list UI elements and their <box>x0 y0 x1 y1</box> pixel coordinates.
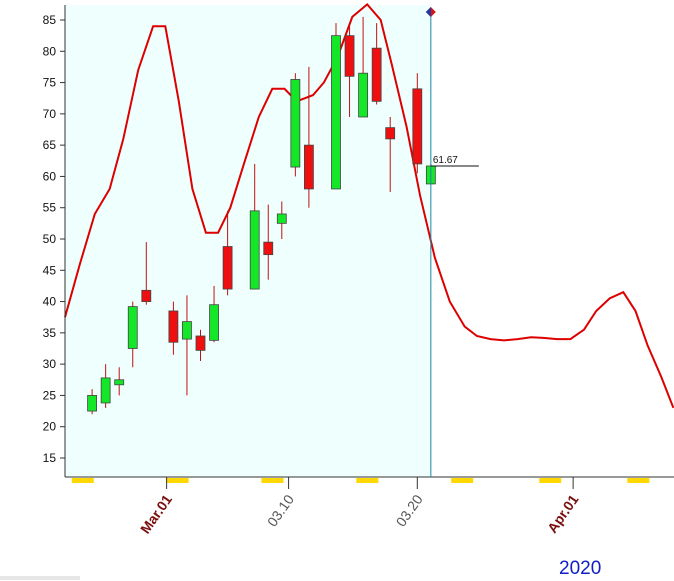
candlestick <box>182 295 192 396</box>
candlestick <box>358 16 369 118</box>
weekend-marker <box>539 478 562 483</box>
last-price-label: 61.67 <box>433 155 458 166</box>
y-tick-label: 40 <box>43 295 57 309</box>
candle-body-down <box>141 289 152 302</box>
candle-body-up <box>358 72 369 118</box>
candle-body-down <box>303 144 314 190</box>
cursor-marker-diamond-left <box>425 7 431 17</box>
plot-background-right <box>430 5 674 477</box>
candle-body-up <box>127 306 138 349</box>
candlestick <box>195 329 206 362</box>
candlestick <box>100 364 111 408</box>
weekend-marker <box>451 478 474 483</box>
candlestick <box>276 201 287 239</box>
candlestick <box>412 73 423 174</box>
candle-body-up <box>290 79 301 168</box>
candle-body-down <box>385 127 396 140</box>
y-tick-label: 60 <box>43 169 57 183</box>
candlestick <box>209 285 219 343</box>
weekend-marker <box>356 478 379 483</box>
candlestick <box>371 23 382 105</box>
y-tick-label: 85 <box>43 13 57 27</box>
candlestick <box>263 204 274 280</box>
candlestick <box>127 301 138 368</box>
y-tick-label: 55 <box>43 201 57 215</box>
candlestick <box>87 389 97 415</box>
candle-body-up <box>87 395 97 412</box>
trend-line-series <box>64 3 674 409</box>
y-tick-label: 75 <box>43 76 57 90</box>
candlestick <box>222 210 233 296</box>
weekend-marker <box>627 478 650 483</box>
candlestick <box>344 23 355 117</box>
y-tick-label: 30 <box>43 357 57 371</box>
candle-body-down <box>222 246 233 290</box>
y-tick-label: 20 <box>43 420 57 434</box>
candle-body-up <box>276 213 287 224</box>
candlestick <box>385 116 396 193</box>
y-tick-label: 80 <box>43 44 57 58</box>
candle-body-up <box>209 304 219 341</box>
weekend-marker <box>261 478 284 483</box>
candle-body-up <box>331 35 341 190</box>
candle-body-up <box>100 377 111 404</box>
candle-body-down <box>168 310 179 343</box>
candlestick <box>249 163 260 290</box>
candle-body-down <box>344 35 355 77</box>
candlestick <box>141 242 152 305</box>
x-tick-label-0310: 03.10 <box>264 491 297 529</box>
candle-body-down <box>195 335 206 351</box>
candlestick <box>290 73 301 177</box>
candle-body-down <box>263 241 274 256</box>
candlestick <box>331 23 341 190</box>
y-tick-label: 65 <box>43 138 57 152</box>
x-tick-label-0320: 03.20 <box>393 491 426 529</box>
candlestick <box>114 367 125 396</box>
y-tick-label: 50 <box>43 232 57 246</box>
candle-body-up <box>249 210 260 290</box>
year-label: 2020 <box>559 558 602 579</box>
y-tick-label: 35 <box>43 326 57 340</box>
weekend-marker <box>71 478 94 483</box>
candle-body-up <box>182 321 192 340</box>
y-tick-label: 25 <box>43 388 57 402</box>
weekend-marker <box>166 478 189 483</box>
candle-body-up <box>114 379 125 386</box>
candle-body-down <box>371 47 382 102</box>
horizontal-scrollbar[interactable] <box>0 576 80 580</box>
plot-background <box>65 5 431 477</box>
candlestick <box>168 301 179 355</box>
x-tick-label-apr01: Apr.01 <box>544 491 582 535</box>
y-tick-label: 45 <box>43 263 57 277</box>
y-tick-label: 70 <box>43 107 57 121</box>
candlestick <box>303 66 314 208</box>
y-tick-label: 15 <box>43 451 57 465</box>
x-tick-label-mar01: Mar.01 <box>137 491 175 536</box>
candle-body-down <box>412 88 423 165</box>
